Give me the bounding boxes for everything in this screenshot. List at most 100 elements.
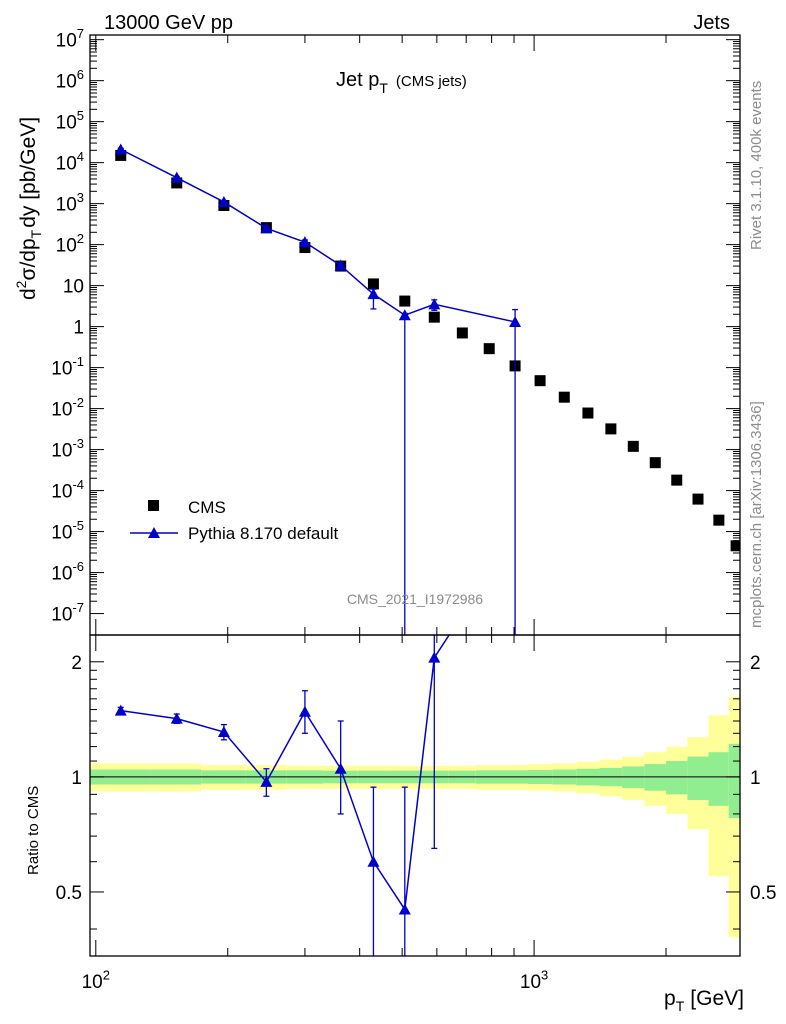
xlabel-p: p [664, 987, 676, 1010]
pythia-data-point [217, 195, 230, 207]
ratio-pythia-line [120, 635, 450, 912]
main-y-axis-label: d2σ/dpTdy [pb/GeV] [13, 117, 44, 300]
main-axis-ticks: 10710610510410310210110-110-210-310-410-… [51, 26, 740, 993]
ratio-data-point [298, 705, 311, 717]
ratio-y-tick-label: 1 [71, 768, 82, 789]
main-y-tick-label: 10-4 [51, 477, 84, 503]
cms-data-point [299, 242, 311, 254]
legend-pythia-label: Pythia 8.170 default [188, 524, 339, 543]
x-tick-label: 102 [82, 967, 110, 993]
main-y-tick-label: 104 [56, 149, 84, 175]
ylabel-sub: T [28, 229, 44, 238]
ylabel-sigma: σ/dp [17, 238, 40, 280]
cms-data-point [428, 311, 440, 323]
main-y-tick-label: 10-6 [51, 559, 84, 585]
main-y-tick-label: 10-1 [51, 354, 84, 380]
cms-data-point [713, 514, 725, 526]
pythia-data-point [298, 236, 311, 248]
legend-pythia-marker [148, 527, 160, 538]
main-y-tick-label: 102 [56, 231, 84, 257]
pythia-data-point [170, 171, 183, 183]
main-y-tick-label: 10-7 [51, 600, 84, 626]
ratio-data-point [260, 775, 273, 787]
main-y-tick-label: 10-2 [51, 395, 84, 421]
ylabel-d: d [17, 288, 40, 300]
main-frame [89, 34, 741, 636]
mcplots-label: mcplots.cern.ch [arXiv:1306.3436] [748, 401, 765, 628]
pythia-line [120, 148, 516, 323]
ratio-y-tick-label: 2 [71, 653, 82, 674]
main-series-layer [114, 143, 740, 635]
ratio-data-point [334, 762, 347, 774]
ratio-data-point [217, 726, 230, 738]
green-band-bin [644, 764, 667, 791]
main-y-tick-label: 1 [73, 318, 84, 339]
cms-data-point [605, 423, 617, 435]
cms-data-point [456, 327, 468, 339]
plot-title-main: Jet p [336, 69, 379, 91]
plot-title: Jet pT (CMS jets) [336, 69, 467, 96]
xlabel-sub: T [676, 998, 685, 1014]
legend-cms-marker [148, 500, 159, 511]
main-y-tick-label: 105 [56, 108, 84, 134]
x-tick-label: 103 [520, 967, 548, 993]
cms-data-point [558, 391, 570, 403]
main-panel: 10710610510410310210110-110-210-310-410-… [51, 26, 776, 993]
ratio-y-tick-label: 0.5 [56, 883, 82, 904]
header-right: Jets [693, 12, 730, 34]
cms-data-point [483, 343, 495, 355]
cms-data-point [649, 457, 661, 469]
main-y-tick-label: 10 [63, 277, 84, 298]
main-y-tick-label: 103 [56, 190, 84, 216]
legend: CMS Pythia 8.170 default [130, 498, 339, 543]
pythia-data-point [114, 143, 127, 155]
ylabel-sup: 2 [13, 280, 29, 288]
pythia-data-point [428, 298, 441, 310]
legend-cms-label: CMS [188, 498, 226, 517]
rivet-label: Rivet 3.1.10, 400k events [748, 81, 765, 250]
plot-title-note: (CMS jets) [396, 73, 467, 90]
cms-data-point [692, 493, 704, 505]
ratio-data-point [170, 712, 183, 724]
pythia-data-point [260, 222, 273, 234]
cms-data-point [115, 149, 127, 161]
cms-data-point [399, 295, 411, 307]
cms-data-point [171, 177, 183, 189]
ratio-series-layer [114, 635, 450, 956]
main-y-tick-label: 10-5 [51, 518, 84, 544]
ratio-data-point [114, 704, 127, 716]
cms-data-point [534, 375, 546, 387]
ratio-frame [89, 634, 741, 957]
main-y-tick-label: 107 [56, 26, 84, 52]
pythia-data-point [334, 259, 347, 271]
cms-data-point [730, 540, 740, 552]
green-band-bin [708, 752, 729, 806]
cms-data-point [627, 440, 639, 452]
ylabel-rest: dy [pb/GeV] [17, 117, 40, 228]
plot-title-sub: T [379, 80, 388, 96]
x-axis-label: pT [GeV] [664, 987, 744, 1014]
analysis-watermark: CMS_2021_I1972986 [347, 591, 483, 607]
pythia-data-point [398, 309, 411, 321]
pythia-data-point [509, 315, 522, 327]
cms-data-point [671, 474, 683, 486]
cms-data-point [367, 278, 379, 290]
green-band-bin [728, 743, 740, 819]
pythia-data-point [367, 288, 380, 300]
cms-data-point [582, 407, 594, 419]
ratio-y-tick-label-right: 2 [750, 653, 761, 674]
ratio-y-axis-label: Ratio to CMS [25, 786, 42, 875]
ratio-y-tick-label-right: 0.5 [750, 883, 776, 904]
ratio-y-tick-label-right: 1 [750, 768, 761, 789]
green-band-bin [666, 761, 688, 795]
xlabel-rest: [GeV] [690, 987, 744, 1010]
ratio-data-point [428, 651, 441, 663]
ratio-data-point [367, 855, 380, 867]
main-y-tick-label: 106 [56, 67, 84, 93]
ratio-data-point [398, 903, 411, 915]
header-left: 13000 GeV pp [104, 12, 233, 34]
green-band-bin [687, 756, 709, 800]
ratio-axis-ticks: 0.5 0.5 1 1 2 2 [56, 653, 776, 930]
main-y-tick-label: 10-3 [51, 436, 84, 462]
